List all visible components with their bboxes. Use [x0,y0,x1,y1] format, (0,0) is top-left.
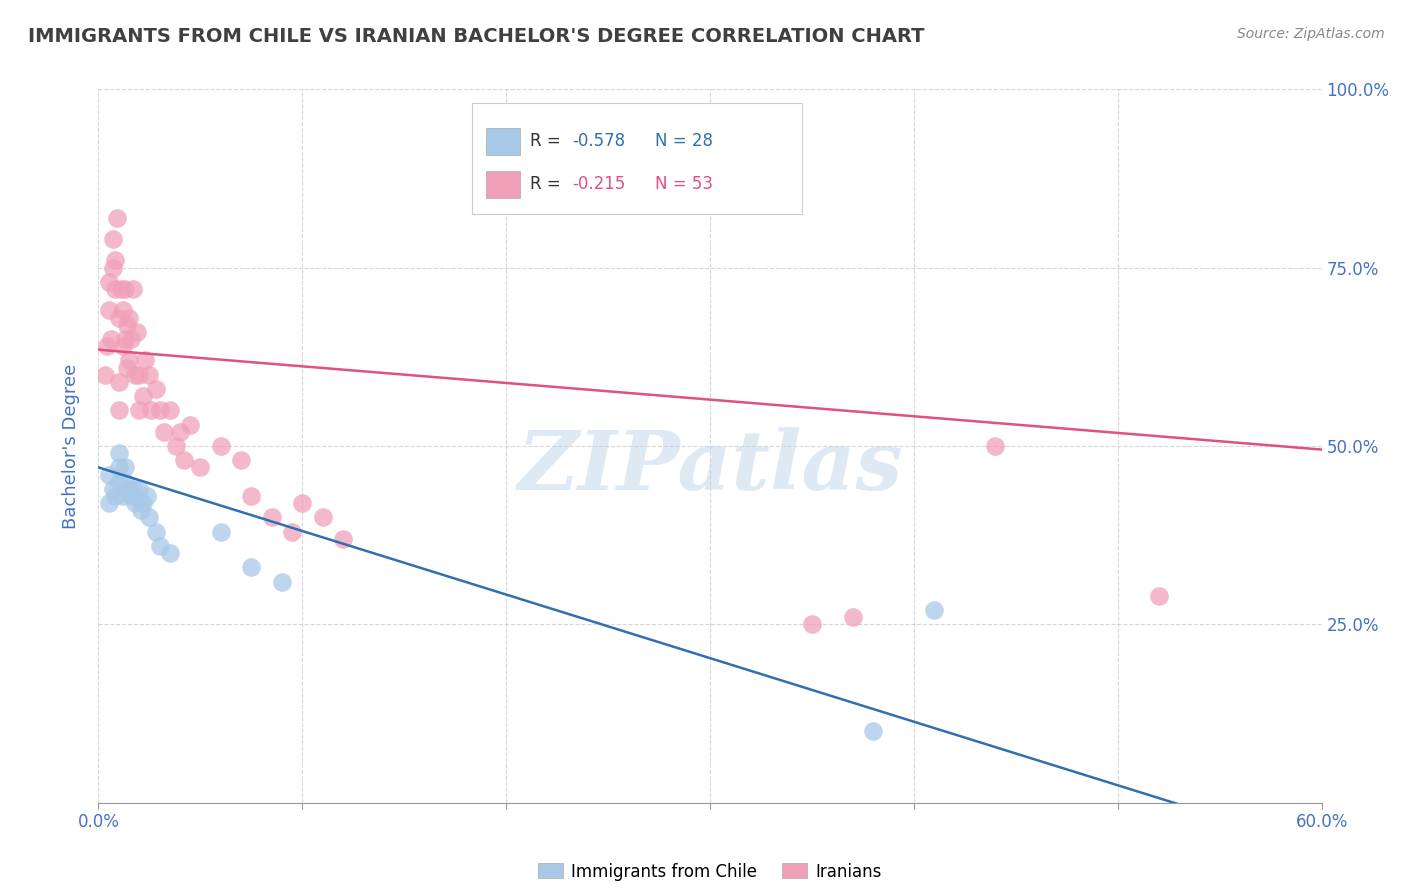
Point [108,446,131,460]
Point [159,403,181,417]
Point [120,489,142,503]
Point [159,546,181,560]
Point [118,353,141,368]
Point [129,503,152,517]
Text: N = 28: N = 28 [655,132,713,150]
Point [114,332,136,346]
Text: R =: R = [530,175,567,193]
Point [165,439,187,453]
Point [281,524,304,539]
Y-axis label: Bachelor's Degree: Bachelor's Degree [62,363,80,529]
Bar [486,128,520,155]
Text: Source: ZipAtlas.com: Source: ZipAtlas.com [1237,27,1385,41]
Point [105,211,128,225]
Point [97,467,120,482]
Point [136,489,159,503]
Point [108,403,131,417]
Text: N = 53: N = 53 [655,175,713,193]
Point [108,460,131,475]
Point [127,325,149,339]
Point [128,403,150,417]
Point [111,489,134,503]
Legend: Immigrants from Chile, Iranians: Immigrants from Chile, Iranians [531,856,889,888]
Text: R =: R = [530,132,567,150]
Point [149,403,172,417]
Point [97,303,120,318]
Point [101,260,124,275]
Point [122,482,145,496]
Point [152,425,174,439]
Text: IMMIGRANTS FROM CHILE VS IRANIAN BACHELOR'S DEGREE CORRELATION CHART: IMMIGRANTS FROM CHILE VS IRANIAN BACHELO… [28,27,925,45]
Point [240,489,263,503]
Point [291,496,314,510]
Point [124,489,146,503]
Point [862,724,884,739]
Point [1147,589,1170,603]
Point [115,360,138,375]
Point [145,382,167,396]
Point [922,603,945,617]
Point [100,332,122,346]
Text: ZIPatlas: ZIPatlas [517,427,903,508]
Point [240,560,263,574]
Point [141,403,163,417]
Point [124,368,146,382]
Point [114,282,136,296]
Point [114,475,136,489]
Point [108,375,131,389]
Point [111,303,134,318]
Point [132,496,155,510]
Point [209,439,232,453]
Point [173,453,195,467]
Point [122,282,145,296]
Point [984,439,1007,453]
Point [124,496,146,510]
Point [101,482,124,496]
Point [104,489,127,503]
Bar [486,170,520,198]
Point [169,425,191,439]
Point [111,339,134,353]
Text: -0.215: -0.215 [572,175,626,193]
Point [108,310,131,325]
Point [114,460,136,475]
Point [97,496,120,510]
Point [209,524,232,539]
Point [801,617,824,632]
Point [188,460,212,475]
Point [138,368,160,382]
Point [101,232,124,246]
Point [128,368,150,382]
Point [231,453,253,467]
Point [120,332,142,346]
Point [115,318,138,332]
FancyBboxPatch shape [471,103,801,214]
Point [841,610,863,624]
Point [108,475,131,489]
Point [145,524,167,539]
Point [104,253,127,268]
Point [270,574,294,589]
Point [97,275,120,289]
Point [312,510,335,524]
Point [96,339,118,353]
Point [260,510,283,524]
Point [134,353,156,368]
Point [132,389,155,403]
Point [93,368,115,382]
Point [118,310,141,325]
Point [332,532,354,546]
Point [149,539,172,553]
Point [118,482,141,496]
Point [179,417,201,432]
Point [110,282,132,296]
Point [104,282,127,296]
Point [138,510,160,524]
Text: -0.578: -0.578 [572,132,624,150]
Point [128,482,150,496]
